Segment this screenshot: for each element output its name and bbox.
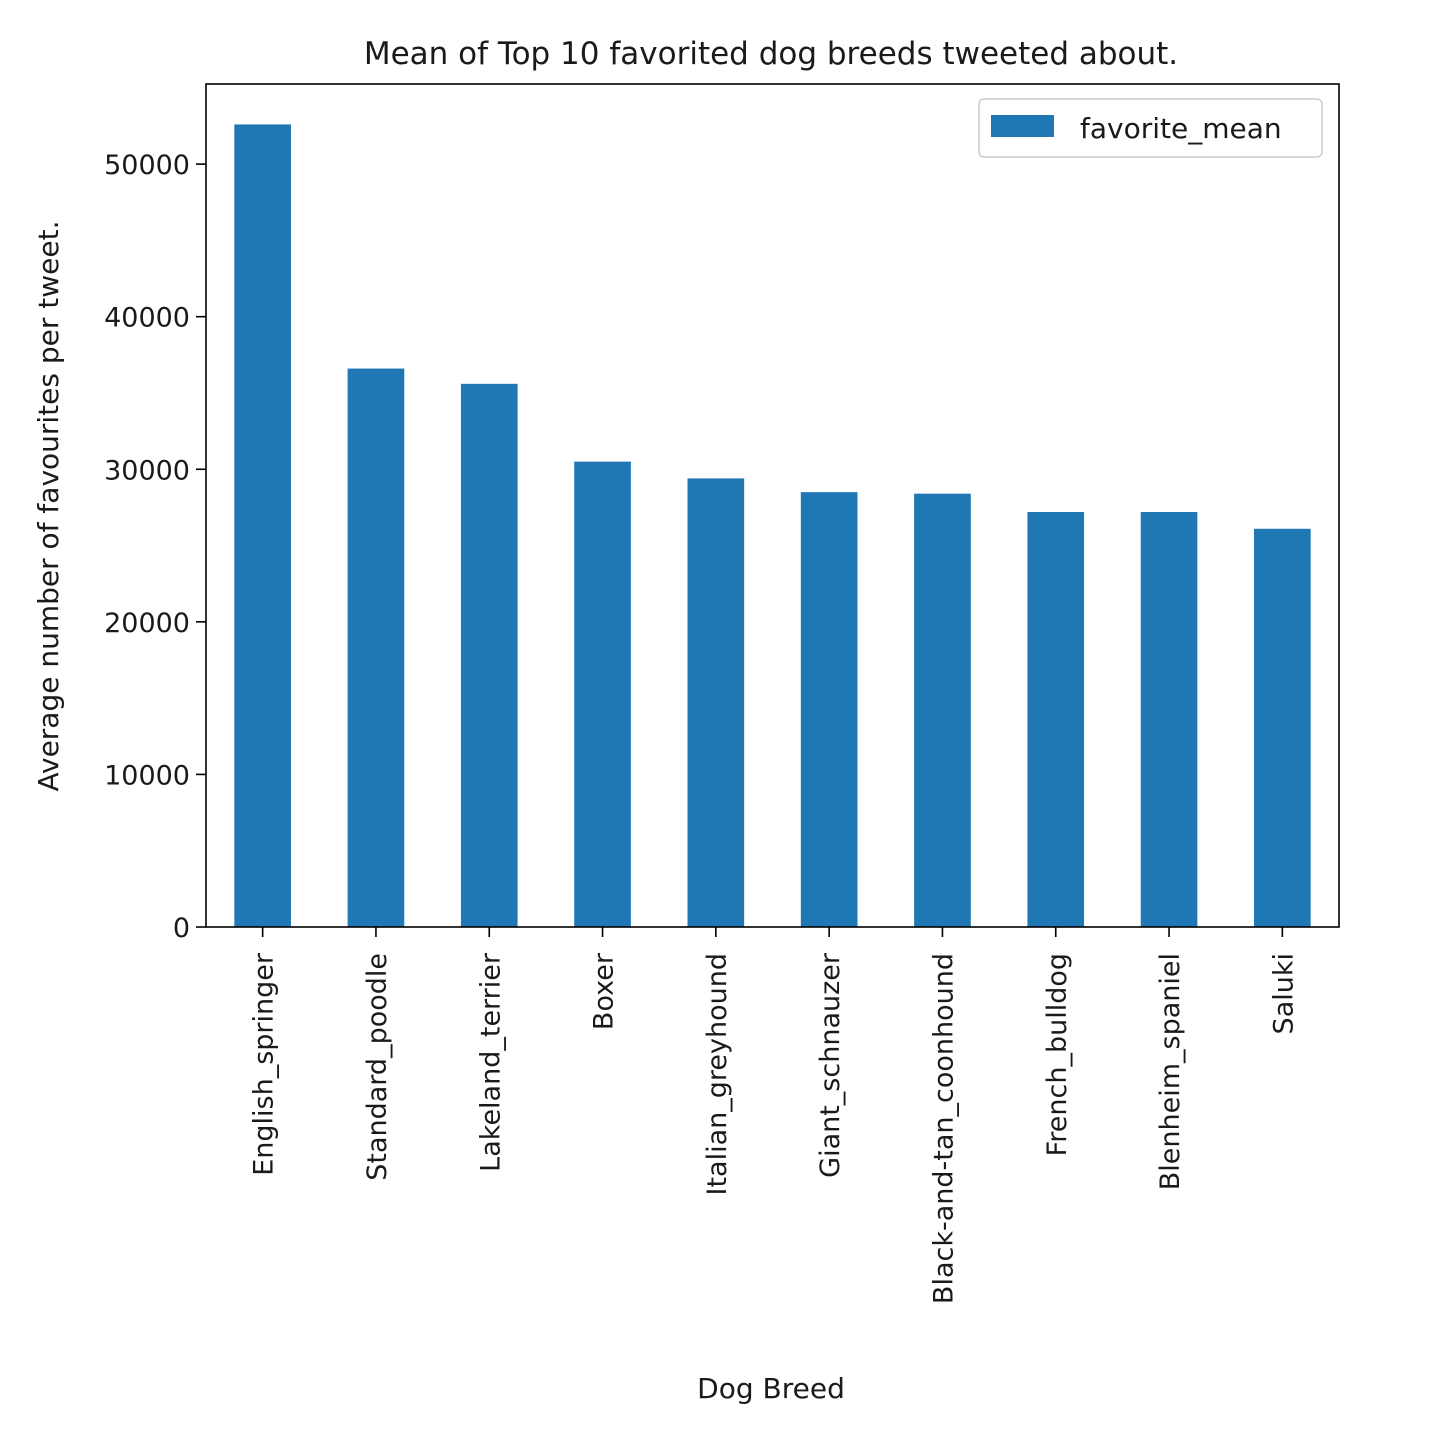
bar-giant-schnauzer — [800, 492, 858, 927]
y-tick-label: 50000 — [104, 150, 190, 181]
bar-italian-greyhound — [687, 478, 745, 927]
x-axis: English_springer Standard_poodle Lakeland_… — [249, 927, 1299, 1304]
x-tick-label: Italian_greyhound — [702, 953, 733, 1196]
y-tick-label: 30000 — [104, 455, 190, 486]
x-tick-label: English_springer — [249, 952, 280, 1176]
plot-frame — [205, 83, 1340, 928]
y-tick-label: 40000 — [104, 303, 190, 334]
x-tick-label: Saluki — [1268, 953, 1299, 1034]
bar-boxer — [574, 461, 631, 927]
bar-english-springer — [234, 124, 291, 928]
y-tick-label: 10000 — [104, 760, 190, 791]
bar-black-and-tan-coonhound — [914, 493, 971, 927]
x-tick-label: Blenheim_spaniel — [1155, 953, 1186, 1190]
bar-blenheim-spaniel — [1140, 511, 1198, 927]
legend: favorite_mean — [978, 98, 1323, 158]
x-tick-label: French_bulldog — [1042, 953, 1073, 1156]
chart-title: Mean of Top 10 favorited dog breeds twee… — [364, 36, 1178, 72]
bar-standard-poodle — [347, 368, 405, 927]
bar-lakeland-terrier — [460, 383, 518, 927]
y-tick-label: 20000 — [104, 608, 190, 639]
y-tick-label: 0 — [173, 913, 190, 944]
legend-label: favorite_mean — [1080, 112, 1282, 145]
x-tick-label: Giant_schnauzer — [815, 952, 846, 1178]
x-tick-label: Boxer — [589, 952, 620, 1030]
x-axis-label: Dog Breed — [697, 1372, 845, 1405]
bar-french-bulldog — [1027, 511, 1085, 927]
legend-box — [978, 98, 1323, 158]
y-axis-label: Average number of favourites per tweet. — [32, 220, 65, 791]
bar-saluki — [1254, 528, 1311, 927]
x-tick-label: Lakeland_terrier — [475, 952, 506, 1172]
legend-swatch — [991, 115, 1054, 137]
bars-layer — [234, 124, 1311, 928]
x-tick-label: Standard_poodle — [362, 953, 393, 1181]
x-tick-label: Black-and-tan_coonhound — [928, 953, 959, 1304]
y-axis: 0 10000 20000 30000 40000 50000 — [104, 150, 206, 944]
